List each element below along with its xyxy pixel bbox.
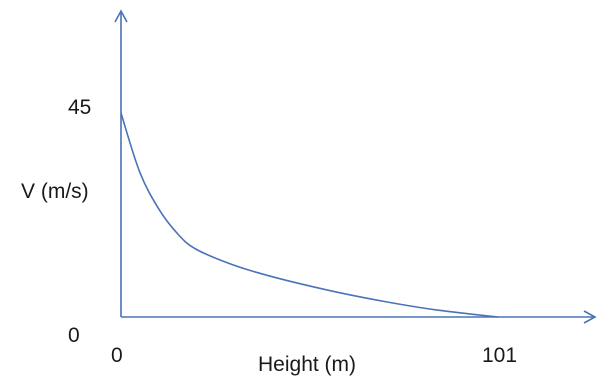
- y-tick-label-min: 0: [68, 324, 80, 347]
- y-axis-label: V (m/s): [21, 180, 89, 203]
- x-axis-arrow: [583, 310, 597, 324]
- x-axis-label: Height (m): [258, 353, 356, 376]
- x-tick-label-min: 0: [111, 344, 123, 367]
- y-axis-arrow: [114, 9, 128, 23]
- y-tick-label-max: 45: [68, 96, 91, 119]
- x-tick-label-max: 101: [482, 344, 517, 367]
- series-curve: [120, 112, 499, 318]
